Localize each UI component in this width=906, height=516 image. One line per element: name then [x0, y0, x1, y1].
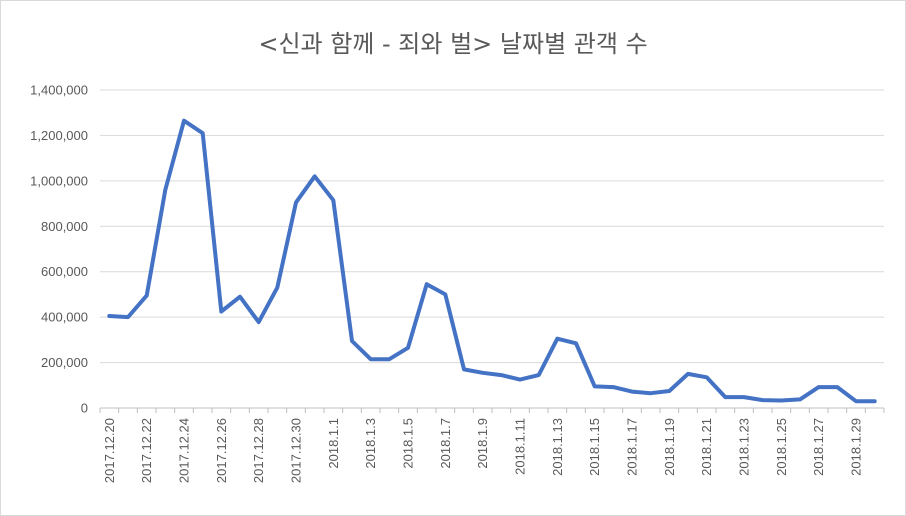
y-tick-label: 0: [81, 401, 88, 416]
data-point: [723, 395, 727, 399]
data-point: [537, 373, 541, 377]
x-tick-label: 2018.1.23: [737, 418, 752, 476]
x-tick-label: 2018.1.7: [438, 418, 453, 469]
x-tick-label: 2018.1.11: [513, 418, 528, 475]
data-point: [163, 188, 167, 192]
data-point: [481, 371, 485, 375]
x-tick-label: 2018.1.19: [662, 418, 677, 476]
data-point: [574, 341, 578, 345]
data-point: [873, 399, 877, 403]
data-point: [798, 397, 802, 401]
data-point: [761, 398, 765, 402]
data-point: [667, 389, 671, 393]
x-tick-label: 2018.1.13: [550, 418, 565, 476]
data-point: [630, 390, 634, 394]
data-point: [406, 346, 410, 350]
y-tick-label: 1,400,000: [30, 83, 88, 98]
data-point: [854, 399, 858, 403]
data-point: [443, 292, 447, 296]
data-point: [462, 367, 466, 371]
data-point: [201, 131, 205, 135]
data-point: [145, 294, 149, 298]
x-tick-label: 2018.1.3: [363, 418, 378, 469]
data-point: [742, 395, 746, 399]
data-point: [182, 119, 186, 123]
data-point: [238, 295, 242, 299]
y-tick-label: 1,200,000: [30, 128, 88, 143]
data-point: [593, 384, 597, 388]
y-axis-ticks: 0 200,000 400,000 600,000 800,000 1,000,000 1,…: [30, 83, 88, 416]
x-tick-label: 2018.1.25: [774, 418, 789, 476]
x-tick-label: 2018.1.15: [587, 418, 602, 476]
data-point: [126, 315, 130, 319]
x-tick-label: 2018.1.1: [326, 418, 341, 469]
x-tick-label: 2017.12.20: [102, 418, 117, 483]
data-point: [313, 174, 317, 178]
x-tick-label: 2017.12.22: [139, 418, 154, 483]
data-point: [686, 372, 690, 376]
data-point: [294, 200, 298, 204]
x-tick-label: 2017.12.24: [177, 418, 192, 483]
data-point: [257, 320, 261, 324]
x-tick-label: 2018.1.17: [625, 418, 640, 476]
data-point: [219, 309, 223, 313]
data-point: [518, 378, 522, 382]
data-point: [350, 339, 354, 343]
data-point: [425, 282, 429, 286]
data-point: [835, 385, 839, 389]
data-point: [705, 375, 709, 379]
y-tick-label: 800,000: [41, 219, 88, 234]
data-point: [611, 385, 615, 389]
data-point: [387, 357, 391, 361]
x-tick-label: 2018.1.5: [401, 418, 416, 469]
x-tick-label: 2017.12.26: [214, 418, 229, 483]
data-point: [369, 357, 373, 361]
data-point: [275, 286, 279, 290]
data-point: [555, 337, 559, 341]
x-tick-label: 2017.12.30: [289, 418, 304, 483]
gridlines: [100, 89, 884, 409]
data-point: [779, 399, 783, 403]
y-tick-label: 600,000: [41, 264, 88, 279]
series-line-0: [107, 118, 877, 404]
data-point: [817, 385, 821, 389]
x-axis-ticks: 2017.12.20 2017.12.22 2017.12.24 2017.12.26…: [99, 408, 885, 483]
x-tick-label: 2017.12.28: [251, 418, 266, 483]
x-tick-label: 2018.1.21: [699, 418, 714, 476]
y-tick-label: 1,000,000: [30, 173, 88, 188]
x-tick-label: 2018.1.9: [475, 418, 490, 469]
x-tick-label: 2018.1.27: [811, 418, 826, 476]
data-point: [331, 198, 335, 202]
data-point: [649, 391, 653, 395]
chart-title: <신과 함께 - 죄와 벌> 날짜별 관객 수: [258, 30, 648, 58]
y-tick-label: 400,000: [41, 310, 88, 325]
data-point: [107, 314, 111, 318]
x-tick-label: 2018.1.29: [849, 418, 864, 476]
y-tick-label: 200,000: [41, 355, 88, 370]
series-group: [107, 118, 877, 404]
data-point: [499, 373, 503, 377]
